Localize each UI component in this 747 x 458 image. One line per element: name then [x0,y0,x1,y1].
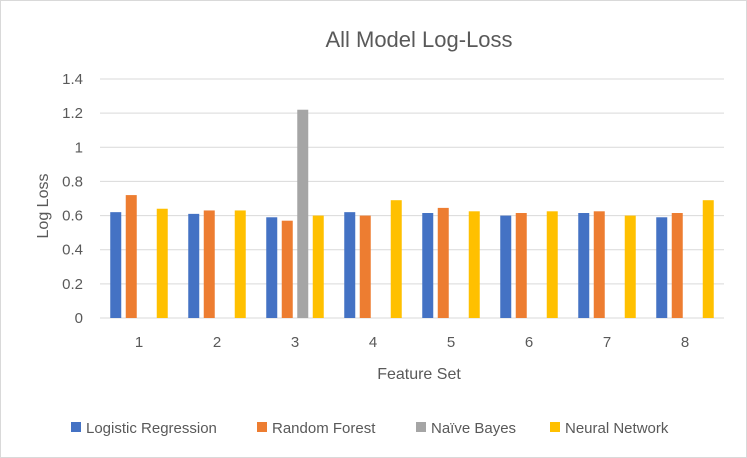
chart-title: All Model Log-Loss [325,27,512,52]
x-tick-label: 1 [135,334,143,351]
bar [156,208,168,318]
bar [468,211,480,318]
x-tick-label: 5 [447,334,455,351]
bar [359,215,371,318]
x-tick-label: 3 [291,334,299,351]
legend-label: Naïve Bayes [431,420,516,437]
legend-label: Random Forest [272,420,376,437]
bar [422,213,434,318]
x-tick-label: 6 [525,334,533,351]
bar [188,213,200,318]
bar [297,109,309,318]
bar [110,212,122,318]
x-axis-label: Feature Set [377,366,461,383]
bar [234,210,246,318]
y-tick-label: 0.6 [62,208,83,225]
bar [593,211,605,318]
bar [500,215,512,318]
bars [110,109,714,318]
x-tick-label: 8 [681,334,689,351]
bar [546,211,558,318]
bar [203,210,215,318]
bar [344,212,356,318]
y-axis-label: Log Loss [35,174,52,239]
bar [266,217,278,318]
y-tick-label: 0.8 [62,173,83,190]
legend: Logistic Regression Random Forest Naïve Ba… [71,420,669,437]
y-tick-label: 0 [75,310,83,327]
bar [125,195,137,318]
bar [312,215,324,318]
x-tick-label: 4 [369,334,377,351]
y-tick-label: 0.4 [62,242,83,259]
y-tick-label: 1.2 [62,105,83,122]
x-axis-ticks: 1 2 3 4 5 6 7 8 [135,334,689,351]
y-axis-ticks: 0 0.2 0.4 0.6 0.8 1 1.2 1.4 [62,71,83,327]
bar [702,200,714,318]
legend-swatch [550,422,560,432]
bar [624,215,636,318]
legend-label: Logistic Regression [86,420,217,437]
y-tick-label: 1.4 [62,71,83,88]
bar [390,200,402,318]
legend-swatch [416,422,426,432]
x-tick-label: 2 [213,334,221,351]
bar [515,213,527,318]
bar [578,213,590,318]
legend-label: Neural Network [565,420,669,437]
legend-swatch [71,422,81,432]
x-tick-label: 7 [603,334,611,351]
y-tick-label: 1 [75,139,83,156]
y-tick-label: 0.2 [62,276,83,293]
legend-swatch [257,422,267,432]
bar [437,207,449,318]
bar [671,213,683,318]
bar [656,217,668,318]
bar [281,220,293,318]
